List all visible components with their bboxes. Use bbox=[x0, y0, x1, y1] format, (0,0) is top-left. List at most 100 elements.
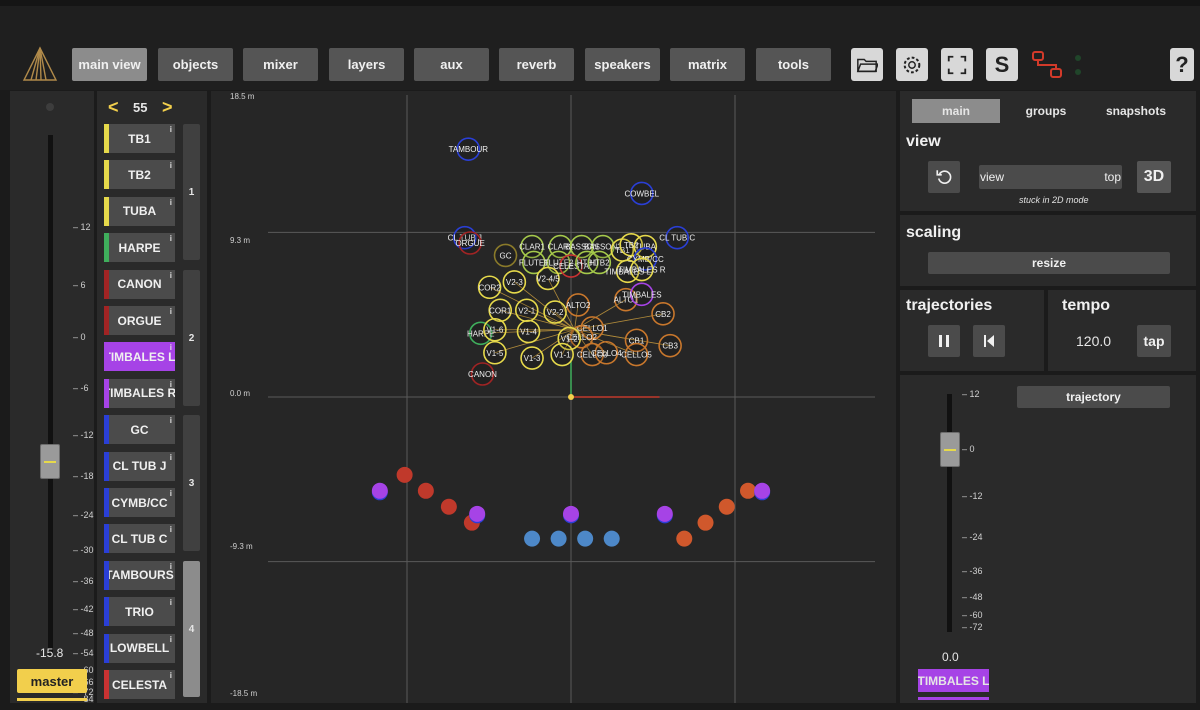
source-cb2[interactable]: CB2 bbox=[651, 302, 675, 326]
speaker-3[interactable] bbox=[440, 498, 457, 515]
tab-reverb[interactable]: reverb bbox=[499, 48, 574, 81]
master-button[interactable]: master bbox=[17, 669, 87, 693]
source-v1-1[interactable]: V1-1 bbox=[550, 342, 574, 367]
source-tuba[interactable]: TUBA bbox=[633, 234, 658, 259]
master-fader-knob[interactable] bbox=[40, 443, 60, 479]
tab-main-view[interactable]: main view bbox=[72, 48, 147, 81]
speaker-10[interactable] bbox=[697, 514, 714, 531]
object-item-canon[interactable]: CANON i bbox=[104, 269, 175, 299]
help-button[interactable]: ? bbox=[1170, 48, 1194, 81]
source-canon[interactable]: CANON bbox=[468, 362, 497, 386]
tab-layers[interactable]: layers bbox=[329, 48, 404, 81]
speaker-7[interactable] bbox=[577, 530, 594, 547]
source-circle[interactable] bbox=[493, 243, 518, 268]
source-htb2[interactable]: HTB2 bbox=[587, 250, 612, 275]
object-item-tb1[interactable]: TB1 i bbox=[104, 124, 175, 153]
speaker-12[interactable] bbox=[740, 482, 756, 499]
info-icon[interactable]: i bbox=[169, 452, 172, 462]
object-fader-knob[interactable] bbox=[940, 432, 960, 467]
source-timbales[interactable]: TIMBALES bbox=[622, 282, 662, 307]
object-item-trio[interactable]: TRIO i bbox=[104, 597, 175, 627]
source-circle[interactable] bbox=[566, 293, 590, 317]
tab-matrix[interactable]: matrix bbox=[670, 48, 745, 81]
source-circle[interactable] bbox=[624, 342, 649, 367]
source-circle[interactable] bbox=[470, 362, 495, 386]
info-icon[interactable]: i bbox=[169, 125, 172, 134]
prev-object-button[interactable]: < bbox=[108, 97, 119, 117]
source-v2-4-5[interactable]: V2-4/5 bbox=[536, 266, 560, 291]
master-fader-track[interactable] bbox=[48, 135, 53, 655]
tab-aux[interactable]: aux bbox=[414, 48, 489, 81]
fullscreen-button[interactable] bbox=[941, 48, 973, 81]
speaker-6[interactable] bbox=[550, 530, 567, 547]
aux-speaker-3[interactable] bbox=[563, 505, 579, 522]
source-v1-3[interactable]: V1-3 bbox=[520, 346, 544, 370]
next-object-button[interactable]: > bbox=[162, 97, 173, 117]
source-circle[interactable] bbox=[488, 298, 513, 323]
right-tab-snapshots[interactable]: snapshots bbox=[1105, 104, 1166, 118]
source-v2-3[interactable]: V2-3 bbox=[502, 270, 527, 294]
right-tab-main[interactable]: main bbox=[912, 99, 1000, 123]
info-icon[interactable]: i bbox=[169, 634, 172, 644]
tab-speakers[interactable]: speakers bbox=[585, 48, 660, 81]
source-circle[interactable] bbox=[629, 181, 654, 206]
settings-button[interactable] bbox=[896, 48, 928, 81]
right-tab-groups[interactable]: groups bbox=[1025, 104, 1067, 118]
trajectory-button[interactable]: trajectory bbox=[1017, 386, 1170, 408]
info-icon[interactable]: i bbox=[169, 416, 172, 426]
source-circle[interactable] bbox=[516, 319, 541, 344]
source-v1-5[interactable]: V1-5 bbox=[483, 340, 507, 365]
view-select[interactable]: view top bbox=[979, 165, 1122, 189]
tab-objects[interactable]: objects bbox=[158, 48, 233, 81]
source-circle[interactable] bbox=[658, 333, 682, 358]
spatial-view[interactable]: 18.5 m 9.3 m 0.0 m -9.3 m -18.5 m TAMBOUR COWB… bbox=[211, 91, 896, 703]
info-icon[interactable]: i bbox=[169, 525, 172, 535]
open-folder-button[interactable] bbox=[851, 48, 883, 81]
reset-view-button[interactable] bbox=[928, 161, 960, 193]
info-icon[interactable]: i bbox=[169, 671, 172, 680]
group-2[interactable]: 2 bbox=[183, 270, 200, 406]
source-circle[interactable] bbox=[651, 302, 675, 326]
speaker-2[interactable] bbox=[417, 482, 434, 499]
spatial-view-canvas[interactable]: 18.5 m 9.3 m 0.0 m -9.3 m -18.5 m TAMBOUR COWB… bbox=[211, 91, 896, 703]
object-item-gc[interactable]: GC i bbox=[104, 415, 175, 445]
source-v2-2[interactable]: V2-2 bbox=[543, 300, 567, 324]
speaker-11[interactable] bbox=[718, 498, 735, 515]
speaker-1[interactable] bbox=[396, 466, 413, 483]
info-icon[interactable]: i bbox=[169, 307, 172, 316]
source-cor1[interactable]: COR1 bbox=[488, 298, 513, 323]
aux-speaker-2[interactable] bbox=[469, 505, 486, 522]
source-v1-4[interactable]: V1-4 bbox=[516, 319, 541, 344]
solo-button[interactable]: S bbox=[986, 48, 1018, 81]
source-cb3[interactable]: CB3 bbox=[658, 333, 682, 358]
info-icon[interactable]: i bbox=[169, 561, 172, 571]
info-icon[interactable]: i bbox=[169, 598, 172, 608]
speaker-9[interactable] bbox=[676, 530, 693, 547]
source-orgue[interactable]: ORGUE bbox=[455, 231, 485, 255]
source-circle[interactable] bbox=[458, 231, 482, 255]
object-item-orgue[interactable]: ORGUE i bbox=[104, 306, 175, 335]
3d-button[interactable]: 3D bbox=[1137, 161, 1171, 193]
aux-speaker-1[interactable] bbox=[371, 482, 388, 499]
source-circle[interactable] bbox=[520, 346, 544, 370]
object-fader-track[interactable] bbox=[947, 394, 952, 632]
source-circle[interactable] bbox=[522, 250, 546, 275]
info-icon[interactable]: i bbox=[169, 343, 172, 353]
source-cowbel[interactable]: COWBEL bbox=[624, 181, 660, 206]
source-circle[interactable] bbox=[629, 282, 654, 307]
source-v1-6[interactable]: V1-6 bbox=[483, 317, 507, 342]
source-cor2[interactable]: COR2 bbox=[477, 275, 502, 300]
source-harpe[interactable]: HARPE bbox=[467, 321, 495, 346]
object-item-lowbell[interactable]: LOWBELL i bbox=[104, 633, 175, 663]
tab-tools[interactable]: tools bbox=[756, 48, 831, 81]
source-circle[interactable] bbox=[502, 270, 527, 294]
speaker-5[interactable] bbox=[524, 530, 541, 547]
source-gc[interactable]: GC bbox=[493, 243, 518, 268]
routing-icon[interactable] bbox=[1031, 49, 1065, 81]
tab-mixer[interactable]: mixer bbox=[243, 48, 318, 81]
info-icon[interactable]: i bbox=[169, 197, 172, 207]
source-flute1[interactable]: FLUTE1 bbox=[519, 250, 549, 275]
